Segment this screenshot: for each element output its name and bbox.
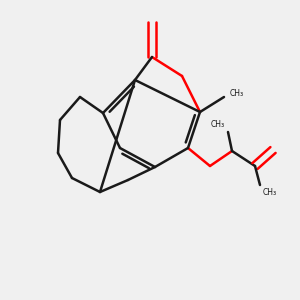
Text: CH₃: CH₃ <box>263 188 277 197</box>
Text: CH₃: CH₃ <box>211 120 225 129</box>
Text: CH₃: CH₃ <box>230 89 244 98</box>
